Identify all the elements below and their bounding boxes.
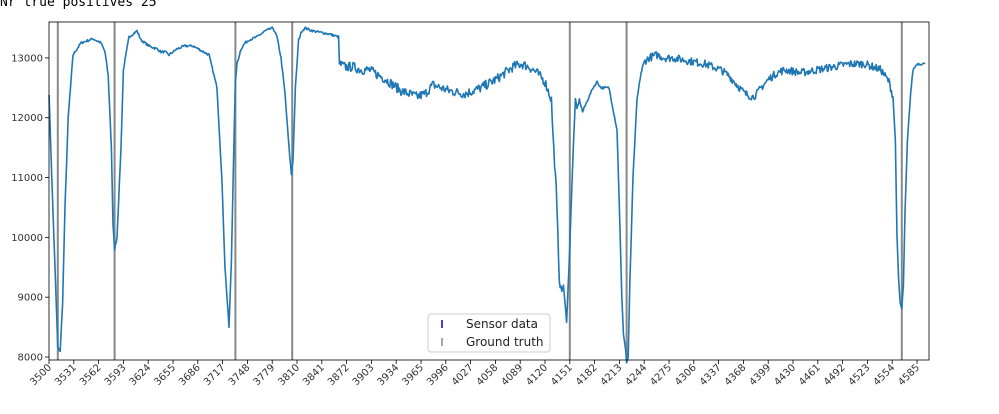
x-tick-label-10: 3810 xyxy=(276,362,302,388)
x-tick-label-27: 4337 xyxy=(698,362,724,388)
plot-frame xyxy=(48,21,930,361)
x-tick-label-24: 4244 xyxy=(624,362,650,388)
y-tick-label-4: 12000 xyxy=(11,113,43,124)
x-tick-label-30: 4430 xyxy=(772,362,798,388)
x-tick-label-25: 4275 xyxy=(648,362,674,388)
legend: Sensor data Ground truth xyxy=(427,313,551,353)
y-tick-label-2: 10000 xyxy=(11,233,43,244)
x-tick-label-7: 3717 xyxy=(202,362,228,388)
x-tick-label-8: 3748 xyxy=(227,362,253,388)
y-axis: 8000 9000 10000 11000 12000 13000 xyxy=(11,53,49,364)
x-tick-label-32: 4492 xyxy=(822,362,848,388)
x-tick-label-29: 4399 xyxy=(748,362,774,388)
y-tick-label-5: 13000 xyxy=(11,53,43,64)
legend-label-sensor: Sensor data xyxy=(466,317,538,331)
x-tick-label-11: 3841 xyxy=(301,362,327,388)
x-tick-label-16: 3996 xyxy=(425,362,451,388)
legend-label-ground-truth: Ground truth xyxy=(466,335,544,349)
x-tick-label-3: 3593 xyxy=(103,362,129,388)
x-tick-label-17: 4027 xyxy=(450,362,476,388)
x-tick-label-6: 3686 xyxy=(177,362,203,388)
x-tick-label-9: 3779 xyxy=(252,362,278,388)
y-tick-label-3: 11000 xyxy=(11,173,43,184)
y-tick-label-0: 8000 xyxy=(18,353,43,364)
x-tick-label-31: 4461 xyxy=(797,362,823,388)
x-tick-label-20: 4120 xyxy=(524,362,550,388)
x-tick-label-5: 3655 xyxy=(152,362,178,388)
ground-truth-lines xyxy=(56,22,903,360)
x-tick-label-13: 3903 xyxy=(351,362,377,388)
x-tick-label-33: 4523 xyxy=(847,362,873,388)
x-tick-label-35: 4585 xyxy=(896,362,922,388)
x-tick-label-18: 4058 xyxy=(475,362,501,388)
x-tick-label-28: 4368 xyxy=(723,362,749,388)
x-tick-label-23: 4213 xyxy=(599,362,625,388)
x-tick-label-26: 4306 xyxy=(673,362,699,388)
series-line-sensor-data xyxy=(48,26,926,364)
x-tick-label-12: 3872 xyxy=(326,362,352,388)
x-tick-label-0: 3500 xyxy=(28,362,54,388)
legend-box xyxy=(427,313,551,353)
x-tick-label-14: 3934 xyxy=(376,362,402,388)
x-tick-label-19: 4089 xyxy=(500,362,526,388)
x-tick-label-34: 4554 xyxy=(872,362,898,388)
x-tick-label-4: 3624 xyxy=(128,362,154,388)
series-layer xyxy=(48,26,926,364)
x-tick-label-1: 3531 xyxy=(53,362,79,388)
output-text: Nr true positives 25 xyxy=(0,0,157,10)
x-tick-label-22: 4182 xyxy=(574,362,600,388)
x-tick-label-15: 3965 xyxy=(400,362,426,388)
x-axis: 3500 3531 3562 3593 3624 3655 3686 3717 3748 3779… xyxy=(28,360,922,388)
y-tick-label-1: 9000 xyxy=(18,293,43,304)
x-tick-label-2: 3562 xyxy=(78,362,104,388)
x-tick-label-21: 4151 xyxy=(549,362,575,388)
